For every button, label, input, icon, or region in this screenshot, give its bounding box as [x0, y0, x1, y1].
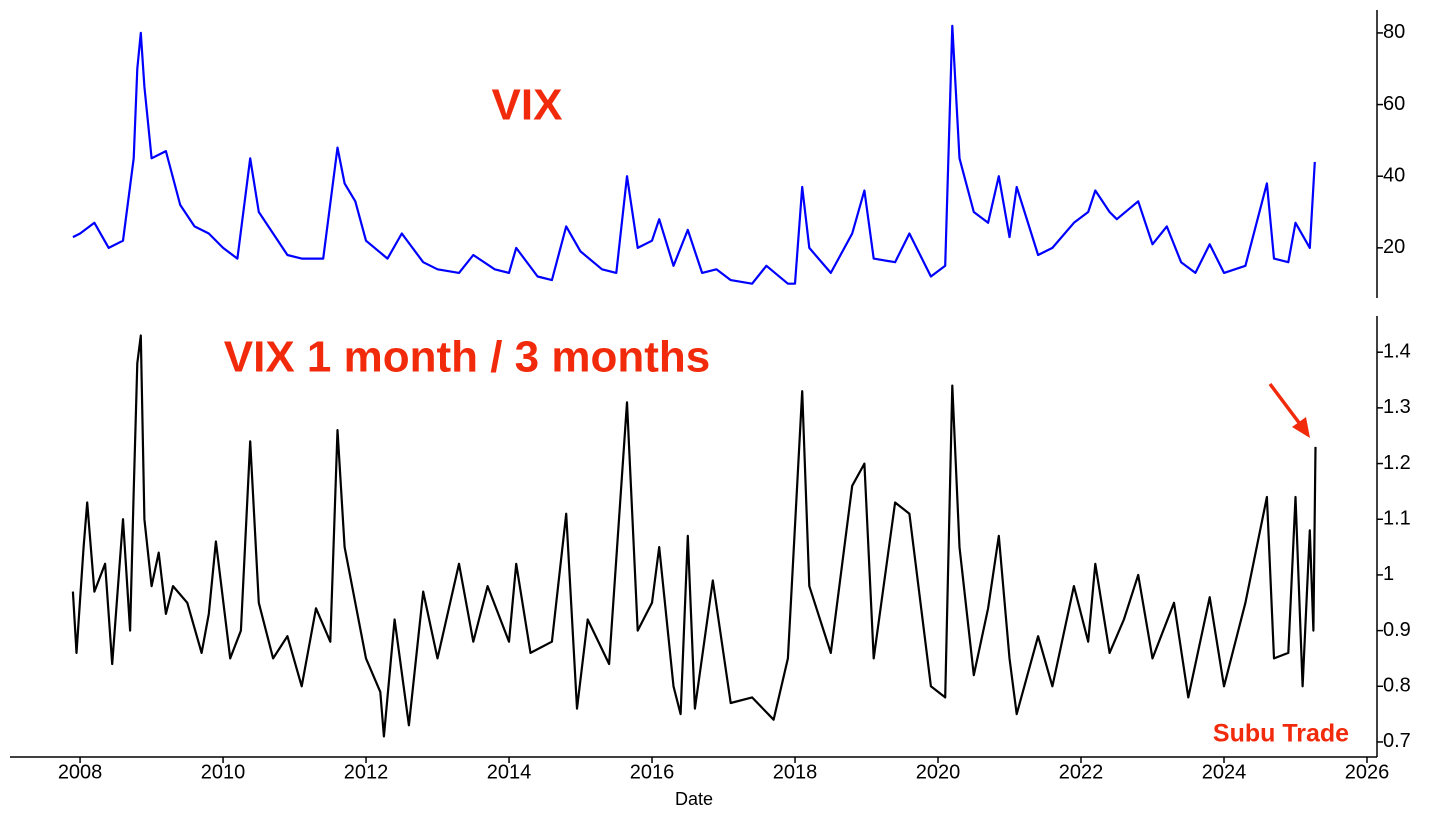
x-tick-label: 2022	[1059, 761, 1104, 783]
y-tick-label: 1.2	[1383, 452, 1411, 474]
y-tick-label: 0.7	[1383, 730, 1411, 752]
y-tick-label: 80	[1383, 21, 1405, 43]
y-tick-label: 0.8	[1383, 675, 1411, 697]
x-tick-label: 2008	[58, 761, 103, 783]
y-tick-label: 1.4	[1383, 340, 1411, 362]
y-tick-label: 1.1	[1383, 508, 1411, 530]
chart-title: VIX	[492, 81, 563, 130]
x-tick-label: 2024	[1202, 761, 1247, 783]
arrow	[1268, 382, 1310, 438]
y-tick-label: 20	[1383, 236, 1405, 258]
x-tick-label: 2020	[916, 761, 961, 783]
y-tick-label: 60	[1383, 93, 1405, 115]
annotation: Subu Trade	[1213, 720, 1349, 748]
x-tick-label: 2014	[487, 761, 532, 783]
y-tick-label: 40	[1383, 164, 1405, 186]
y-tick-label: 0.9	[1383, 619, 1411, 641]
x-tick-label: 2016	[630, 761, 675, 783]
y-tick-label: 1	[1383, 563, 1394, 585]
x-tick-label: 2012	[344, 761, 389, 783]
x-tick-label: 2010	[201, 761, 246, 783]
x-axis-label: Date	[675, 789, 713, 809]
series-line	[72, 24, 1316, 285]
series-line	[71, 334, 1317, 738]
y-tick-label: 1.3	[1383, 396, 1411, 418]
x-tick-label: 2018	[773, 761, 818, 783]
x-tick-label: 2026	[1345, 761, 1390, 783]
chart-title: VIX 1 month / 3 months	[224, 333, 711, 382]
